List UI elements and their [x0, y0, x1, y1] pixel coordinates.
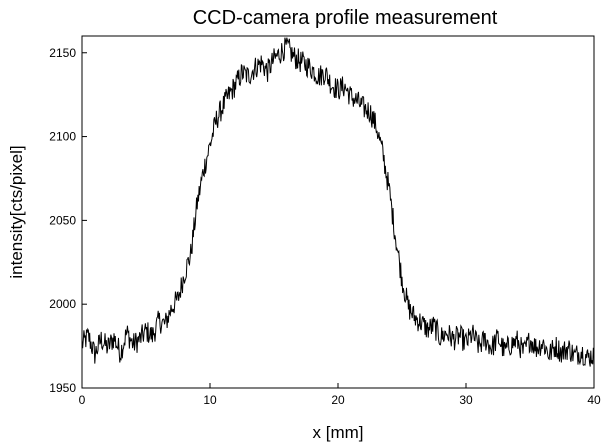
x-tick-label: 10: [203, 393, 217, 407]
chart-title: CCD-camera profile measurement: [193, 7, 498, 29]
x-tick-label: 40: [587, 393, 601, 407]
y-axis-label: intensity[cts/pixel]: [7, 145, 26, 278]
series-line: [81, 37, 595, 367]
y-tick-label: 2050: [49, 213, 76, 227]
y-tick-label: 2100: [49, 130, 76, 144]
y-tick-label: 2000: [49, 297, 76, 311]
y-tick-label: 2150: [49, 46, 76, 60]
x-axis-label: x [mm]: [313, 423, 364, 442]
y-axis: 1950 2000 2050 2100 2150: [49, 46, 87, 395]
y-tick-label: 1950: [49, 381, 76, 395]
x-axis: 0 10 20 30 40: [79, 383, 601, 407]
x-tick-label: 0: [79, 393, 86, 407]
x-tick-label: 30: [459, 393, 473, 407]
x-tick-label: 20: [331, 393, 345, 407]
